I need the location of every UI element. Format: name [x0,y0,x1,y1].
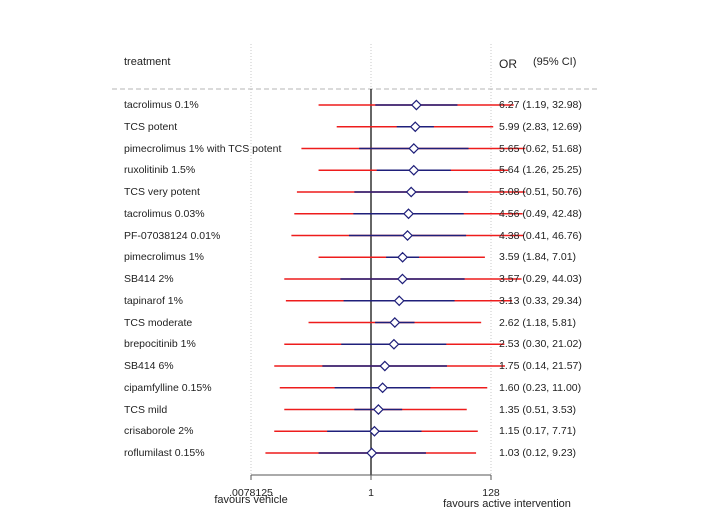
treatment-label: tapinarof 1% [124,294,183,307]
point-estimate-3 [408,164,420,176]
or-ci-label: 5.08 (0.51, 50.76) [499,186,582,198]
treatment-column-header: treatment [124,56,171,68]
treatment-label: brepocitinib 1% [124,338,196,351]
or-ci-label: 4.38 (0.41, 46.76) [499,229,582,242]
point-estimate-6 [402,230,413,241]
or-ci-label: 3.13 (0.33, 29.34) [499,294,582,307]
treatment-label: TCS moderate [124,316,193,329]
treatment-label: ruxolitinib 1.5% [124,164,196,177]
treatment-label: pimecrolimus 1% [124,251,204,264]
or-ci-label: 2.62 (1.18, 5.81) [499,316,577,329]
x-tick-label: .0078125 [229,487,273,499]
or-ci-label: 1.60 (0.23, 11.00) [499,381,582,394]
treatment-label: roflumilast 0.15% [124,447,205,459]
treatment-label: TCS very potent [124,186,200,198]
or-ci-label: 3.59 (1.84, 7.01) [499,251,577,264]
point-estimate-4 [405,186,417,198]
point-estimate-5 [403,208,414,220]
x-axis [250,474,492,480]
point-estimate-16 [366,447,378,459]
point-estimate-7 [397,251,409,263]
or-ci-label: 1.03 (0.12, 9.23) [499,447,577,459]
point-estimate-15 [369,425,380,437]
ci-column-header: (95% CI) [533,56,577,68]
point-estimate-2 [408,143,420,154]
treatment-label: crisaborole 2% [124,425,194,438]
treatment-label: tacrolimus 0.03% [124,207,205,220]
point-estimate-8 [397,273,408,285]
point-estimate-12 [379,360,391,372]
point-estimate-11 [388,338,400,350]
or-ci-label: 5.99 (2.83, 12.69) [499,120,582,133]
x-tick-label: 1 [368,487,374,499]
x-label-left: favours vehicle [214,494,288,506]
interval-layer [265,99,526,459]
or-ci-label: 1.35 (0.51, 3.53) [499,403,577,416]
treatment-label: tacrolimus 0.1% [124,99,199,111]
or-ci-label: 4.56 (0.49, 42.48) [499,207,582,220]
grid-layer [112,44,600,475]
or-ci-label: 5.64 (1.26, 25.25) [499,164,582,177]
x-label-right: favours active intervention [443,498,571,510]
point-estimate-13 [377,382,389,394]
treatment-label: pimecrolimus 1% with TCS potent [124,142,282,155]
or-ci-label: 1.75 (0.14, 21.57) [499,360,582,372]
treatment-label: cipamfylline 0.15% [124,381,212,394]
point-estimate-9 [393,295,405,307]
treatment-label: SB414 6% [124,360,174,372]
point-estimate-10 [389,317,401,328]
or-ci-label: 3.57 (0.29, 44.03) [499,273,582,285]
point-estimate-14 [372,404,384,415]
or-ci-label: 6.27 (1.19, 32.98) [499,99,582,111]
treatment-label: TCS mild [124,403,168,416]
or-column-header: OR [499,57,517,71]
treatment-label: TCS potent [124,120,178,133]
treatment-label: SB414 2% [124,273,174,285]
or-ci-label: 1.15 (0.17, 7.71) [499,425,577,438]
treatment-label: PF-07038124 0.01% [124,229,221,242]
or-ci-label: 5.65 (0.62, 51.68) [499,142,582,155]
point-estimate-0 [410,99,422,111]
or-ci-label: 2.53 (0.30, 21.02) [499,338,582,351]
x-tick-label: 128 [482,487,500,499]
point-estimate-1 [409,121,421,133]
